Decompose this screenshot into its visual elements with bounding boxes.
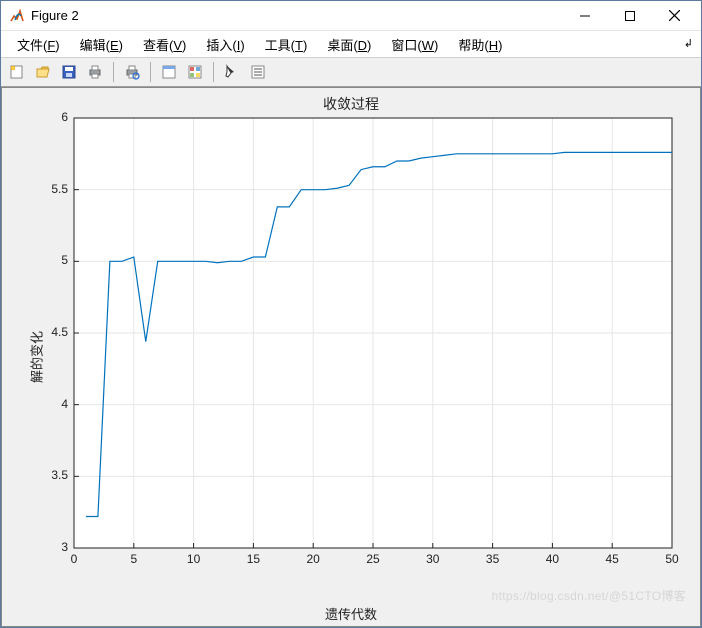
toolbar-separator: [113, 62, 114, 82]
toolbar-separator: [150, 62, 151, 82]
menu-e[interactable]: 编辑(E): [70, 33, 133, 56]
figure-canvas: 收敛过程 遗传代数 解的变化 https://blog.csdn.net/@51…: [1, 87, 701, 627]
open-icon[interactable]: [31, 60, 55, 84]
data-cursor-icon[interactable]: [157, 60, 181, 84]
menu-h[interactable]: 帮助(H): [448, 33, 512, 56]
x-axis-label: 遗传代数: [2, 604, 700, 623]
x-tick-label: 15: [241, 552, 265, 566]
toolbar: [1, 57, 701, 87]
window-title: Figure 2: [31, 8, 562, 23]
close-button[interactable]: [652, 1, 697, 30]
y-tick-label: 4: [61, 397, 68, 411]
menubar-overflow-icon[interactable]: ↲: [684, 37, 693, 50]
x-tick-label: 5: [122, 552, 146, 566]
print-preview-icon[interactable]: [120, 60, 144, 84]
x-tick-label: 45: [600, 552, 624, 566]
x-tick-label: 35: [481, 552, 505, 566]
matlab-logo-icon: [9, 8, 25, 24]
y-tick-label: 5.5: [51, 182, 68, 196]
toolbar-separator: [213, 62, 214, 82]
y-axis-label: 解的变化: [27, 331, 46, 383]
y-tick-label: 3: [61, 540, 68, 554]
new-figure-icon[interactable]: [5, 60, 29, 84]
minimize-button[interactable]: [562, 1, 607, 30]
x-tick-label: 0: [62, 552, 86, 566]
x-tick-label: 25: [361, 552, 385, 566]
colorbar-icon[interactable]: [183, 60, 207, 84]
edit-plot-icon[interactable]: [220, 60, 244, 84]
x-tick-label: 20: [301, 552, 325, 566]
y-tick-label: 5: [61, 253, 68, 267]
menu-i[interactable]: 插入(I): [196, 33, 254, 56]
titlebar: Figure 2: [1, 1, 701, 31]
x-tick-label: 40: [540, 552, 564, 566]
print-icon[interactable]: [83, 60, 107, 84]
x-tick-label: 50: [660, 552, 684, 566]
maximize-button[interactable]: [607, 1, 652, 30]
y-tick-label: 3.5: [51, 468, 68, 482]
menu-f[interactable]: 文件(F): [7, 33, 70, 56]
menu-v[interactable]: 查看(V): [133, 33, 196, 56]
menu-t[interactable]: 工具(T): [255, 33, 318, 56]
menu-d[interactable]: 桌面(D): [317, 33, 381, 56]
axes: [2, 88, 700, 624]
x-tick-label: 30: [421, 552, 445, 566]
insert-legend-icon[interactable]: [246, 60, 270, 84]
y-tick-label: 6: [61, 110, 68, 124]
x-tick-label: 10: [182, 552, 206, 566]
menubar: 文件(F)编辑(E)查看(V)插入(I)工具(T)桌面(D)窗口(W)帮助(H)…: [1, 31, 701, 57]
save-icon[interactable]: [57, 60, 81, 84]
y-tick-label: 4.5: [51, 325, 68, 339]
menu-w[interactable]: 窗口(W): [381, 33, 448, 56]
